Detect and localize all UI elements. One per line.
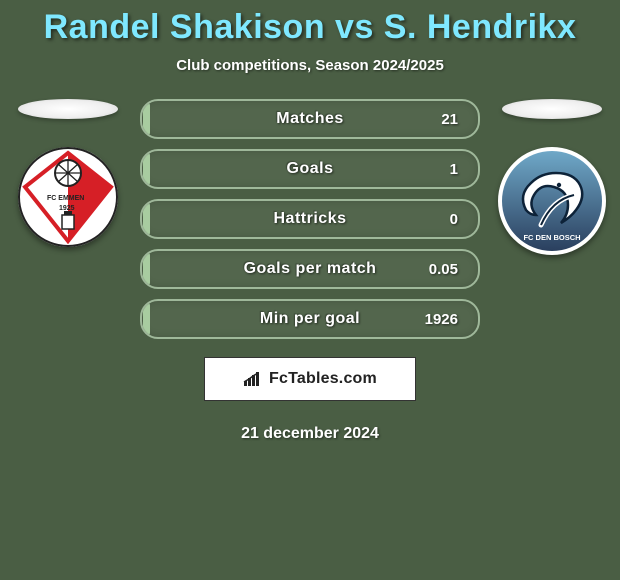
brand-text: FcTables.com xyxy=(269,370,377,388)
page-subtitle: Club competitions, Season 2024/2025 xyxy=(0,57,620,74)
svg-text:FC EMMEN: FC EMMEN xyxy=(47,195,84,202)
stat-row: Goals 1 xyxy=(140,149,480,189)
comparison-date: 21 december 2024 xyxy=(0,425,620,443)
stat-label: Matches xyxy=(142,110,478,128)
stat-label: Goals xyxy=(142,160,478,178)
right-player-avatar xyxy=(502,99,602,119)
stat-row: Min per goal 1926 xyxy=(140,299,480,339)
stat-value-right: 21 xyxy=(441,111,458,128)
stat-row: Matches 21 xyxy=(140,99,480,139)
stats-column: Matches 21 Goals 1 Hattricks 0 Goals per… xyxy=(128,99,492,349)
stat-row: Hattricks 0 xyxy=(140,199,480,239)
stat-label: Goals per match xyxy=(142,260,478,278)
svg-text:1925: 1925 xyxy=(59,205,75,212)
right-side: FC DEN BOSCH xyxy=(492,99,612,255)
brand-watermark: FcTables.com xyxy=(204,357,416,401)
comparison-body: FC EMMEN 1925 Matches 21 Goals 1 Hattric… xyxy=(0,99,620,349)
fc-den-bosch-logo-icon: FC DEN BOSCH xyxy=(506,155,598,247)
left-side: FC EMMEN 1925 xyxy=(8,99,128,247)
stat-row: Goals per match 0.05 xyxy=(140,249,480,289)
stat-label: Hattricks xyxy=(142,210,478,228)
right-club-logo: FC DEN BOSCH xyxy=(498,147,606,255)
svg-text:FC DEN BOSCH: FC DEN BOSCH xyxy=(523,233,580,242)
stat-value-right: 0 xyxy=(450,211,458,228)
fc-emmen-logo-icon: FC EMMEN 1925 xyxy=(18,147,118,247)
page-title: Randel Shakison vs S. Hendrikx xyxy=(0,8,620,47)
left-club-logo: FC EMMEN 1925 xyxy=(18,147,118,247)
barchart-icon xyxy=(243,371,263,387)
stat-value-right: 1926 xyxy=(425,311,458,328)
left-player-avatar xyxy=(18,99,118,119)
stat-value-right: 1 xyxy=(450,161,458,178)
stat-value-right: 0.05 xyxy=(429,261,458,278)
